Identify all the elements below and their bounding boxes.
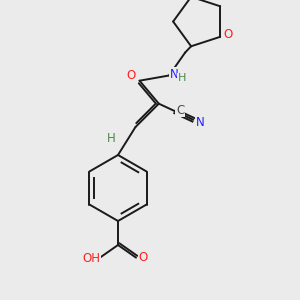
Text: OH: OH bbox=[82, 252, 100, 265]
Text: O: O bbox=[224, 28, 233, 41]
Text: N: N bbox=[196, 116, 205, 129]
Text: C: C bbox=[176, 104, 184, 117]
Text: O: O bbox=[126, 69, 135, 82]
Text: N: N bbox=[170, 68, 178, 81]
Text: H: H bbox=[106, 131, 116, 145]
Text: H: H bbox=[178, 74, 186, 83]
Text: O: O bbox=[138, 251, 148, 264]
